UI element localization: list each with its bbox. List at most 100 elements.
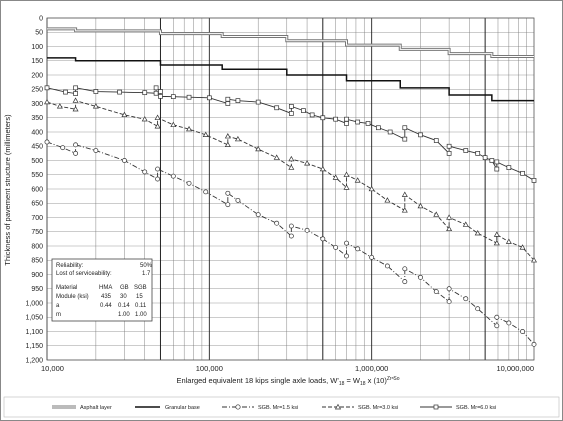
y-tick-label: 650 [31, 201, 43, 208]
data-point-sgb-mr-6-0-ksi [93, 89, 99, 94]
data-point-sgb-mr-1-5-ksi [531, 341, 537, 347]
table-head-gb: GB [120, 285, 129, 291]
data-point-sgb-mr-3-0-ksi [170, 121, 177, 128]
legend-marker-sgb60 [433, 404, 439, 410]
legend-label-granular: Granular base [165, 405, 200, 411]
data-point-sgb-mr-6-0-ksi [376, 125, 381, 131]
data-point-sgb-mr-3-0-ksi [446, 214, 453, 220]
x-axis-label-mid: = W [344, 376, 361, 385]
table-module-gb: 30 [120, 294, 127, 300]
table-module-label: Module (ksi) [56, 294, 89, 300]
data-point-sgb-mr-6-0-ksi [73, 91, 78, 96]
data-point-sgb-mr-6-0-ksi [225, 101, 231, 106]
data-point-sgb-mr-1-5-ksi [155, 166, 161, 172]
data-point-sgb-mr-3-0-ksi [368, 185, 375, 192]
data-point-sgb-mr-6-0-ksi [225, 96, 231, 102]
data-point-sgb-mr-6-0-ksi [344, 116, 349, 122]
table-module-sgb: 15 [136, 294, 143, 300]
data-point-sgb-mr-3-0-ksi [417, 202, 424, 209]
x-tick-label: 10,000 [41, 364, 64, 373]
data-point-sgb-mr-3-0-ksi [56, 103, 63, 109]
x-axis-label-sup: ZrᵃSo [387, 376, 400, 382]
reliability-value: 50% [140, 263, 153, 269]
data-point-sgb-mr-1-5-ksi [255, 212, 261, 218]
data-point-sgb-mr-1-5-ksi [433, 289, 439, 295]
y-tick-label: 150 [31, 58, 43, 65]
data-point-sgb-mr-6-0-ksi [288, 103, 294, 109]
data-point-sgb-mr-6-0-ksi [206, 95, 212, 101]
data-point-sgb-mr-6-0-ksi [73, 85, 78, 91]
y-tick-label: 500 [31, 158, 43, 165]
data-point-sgb-mr-6-0-ksi [489, 158, 495, 163]
data-point-sgb-mr-1-5-ksi [494, 314, 500, 320]
data-point-sgb-mr-1-5-ksi [142, 169, 148, 175]
data-point-sgb-mr-6-0-ksi [531, 178, 537, 183]
legend-marker-sgb30 [334, 403, 342, 410]
data-point-sgb-mr-1-5-ksi [402, 266, 408, 272]
data-point-sgb-mr-1-5-ksi [170, 173, 176, 179]
data-point-sgb-mr-3-0-ksi [446, 225, 453, 232]
data-point-sgb-mr-6-0-ksi [301, 108, 306, 113]
data-point-sgb-mr-1-5-ksi [446, 286, 452, 292]
y-tick-label: 1,150 [25, 343, 43, 350]
x-axis-label-sub2: 18 [360, 381, 366, 387]
data-point-sgb-mr-3-0-ksi [343, 171, 350, 177]
legend-item-granular: Granular base [135, 405, 200, 411]
data-point-sgb-mr-6-0-ksi [387, 129, 393, 135]
data-point-sgb-mr-3-0-ksi [92, 103, 99, 109]
y-axis-ticks: 0 50 100 150 200 250 300 350 400 450 500 550 600 650 7… [25, 15, 43, 364]
legend-item-sgb60: SGB. Mr=6.0 ksi [420, 404, 496, 411]
x-tick-label: 1,000,000 [355, 364, 388, 373]
data-point-sgb-mr-3-0-ksi [462, 221, 469, 227]
y-tick-label: 350 [31, 115, 43, 122]
data-point-sgb-mr-3-0-ksi [154, 114, 161, 120]
data-point-sgb-mr-6-0-ksi [153, 90, 159, 96]
data-point-sgb-mr-1-5-ksi [402, 279, 408, 285]
data-point-sgb-mr-3-0-ksi [202, 131, 209, 137]
legend-frame [3, 396, 560, 418]
data-point-sgb-mr-1-5-ksi [506, 320, 512, 326]
data-point-sgb-mr-1-5-ksi [344, 240, 349, 246]
series-line-granular-base [47, 57, 534, 102]
data-point-sgb-mr-3-0-ksi [121, 111, 128, 118]
data-point-sgb-mr-3-0-ksi [224, 141, 231, 147]
data-point-sgb-mr-1-5-ksi [446, 299, 452, 305]
data-point-sgb-mr-6-0-ksi [255, 99, 261, 105]
data-point-sgb-mr-6-0-ksi [170, 94, 176, 100]
data-point-sgb-mr-6-0-ksi [142, 90, 148, 96]
data-point-sgb-mr-3-0-ksi [519, 244, 526, 250]
table-a-hma: 0.44 [100, 303, 112, 309]
data-point-sgb-mr-3-0-ksi [332, 174, 339, 180]
data-point-sgb-mr-6-0-ksi [153, 85, 159, 91]
table-m-label: m [56, 312, 61, 318]
legend-label-sgb30: SGB. Mr=3.0 ksi [358, 405, 398, 411]
data-point-sgb-mr-1-5-ksi [93, 148, 99, 153]
y-tick-label: 550 [31, 172, 43, 179]
y-tick-label: 300 [31, 101, 43, 108]
data-point-sgb-mr-3-0-ksi [273, 154, 280, 160]
data-point-sgb-mr-6-0-ksi [309, 112, 315, 118]
x-tick-label: 10,000,000 [496, 364, 534, 373]
data-point-sgb-mr-3-0-ksi [304, 160, 311, 166]
data-point-sgb-mr-3-0-ksi [141, 115, 148, 122]
series-line-sgb-mr-1-5-ksi [46, 141, 535, 345]
data-point-sgb-mr-1-5-ksi [155, 176, 161, 182]
data-point-sgb-mr-1-5-ksi [418, 274, 423, 280]
data-point-sgb-mr-6-0-ksi [418, 132, 423, 138]
data-point-sgb-mr-3-0-ksi [44, 98, 50, 105]
data-point-sgb-mr-6-0-ksi [520, 170, 525, 176]
data-point-sgb-mr-1-5-ksi [333, 244, 339, 250]
data-point-sgb-mr-3-0-ksi [224, 133, 231, 139]
data-point-sgb-mr-1-5-ksi [494, 323, 500, 329]
series-line-asphalt-layer-inner [47, 28, 534, 57]
data-point-sgb-mr-6-0-ksi [446, 143, 452, 149]
data-point-sgb-mr-6-0-ksi [288, 111, 294, 116]
data-point-sgb-mr-1-5-ksi [344, 253, 349, 259]
data-point-sgb-mr-6-0-ksi [235, 98, 241, 104]
series-layer [44, 27, 537, 347]
y-tick-label: 250 [31, 87, 43, 94]
data-point-sgb-mr-3-0-ksi [354, 177, 361, 183]
data-point-sgb-mr-6-0-ksi [482, 155, 488, 160]
